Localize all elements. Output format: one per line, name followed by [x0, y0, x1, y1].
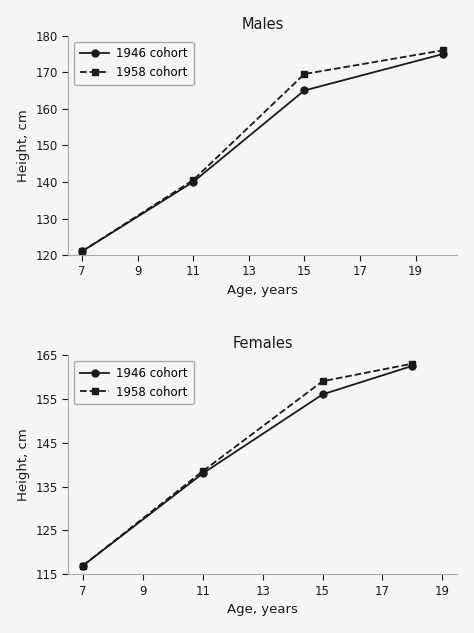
Line: 1946 cohort: 1946 cohort — [80, 362, 416, 569]
Line: 1958 cohort: 1958 cohort — [80, 360, 416, 569]
1946 cohort — [320, 391, 326, 398]
1958 cohort — [410, 360, 415, 368]
X-axis label: Age, years: Age, years — [227, 603, 298, 617]
1958 cohort — [441, 46, 447, 54]
Legend: 1946 cohort, 1958 cohort: 1946 cohort, 1958 cohort — [74, 361, 194, 404]
1958 cohort — [320, 377, 326, 385]
Line: 1958 cohort: 1958 cohort — [78, 47, 447, 255]
1946 cohort — [410, 362, 415, 370]
1946 cohort — [441, 50, 447, 58]
Y-axis label: Height, cm: Height, cm — [17, 429, 30, 501]
1946 cohort — [301, 87, 307, 94]
1946 cohort — [79, 248, 85, 255]
1958 cohort — [301, 70, 307, 78]
X-axis label: Age, years: Age, years — [227, 284, 298, 297]
1946 cohort — [190, 178, 196, 185]
1958 cohort — [190, 177, 196, 184]
Legend: 1946 cohort, 1958 cohort: 1946 cohort, 1958 cohort — [74, 42, 194, 85]
1958 cohort — [200, 467, 206, 475]
Line: 1946 cohort: 1946 cohort — [78, 51, 447, 255]
1946 cohort — [200, 470, 206, 477]
Title: Males: Males — [241, 16, 284, 32]
1946 cohort — [80, 561, 86, 569]
Y-axis label: Height, cm: Height, cm — [17, 109, 30, 182]
1958 cohort — [80, 561, 86, 569]
1958 cohort — [79, 248, 85, 255]
Title: Females: Females — [232, 336, 293, 351]
